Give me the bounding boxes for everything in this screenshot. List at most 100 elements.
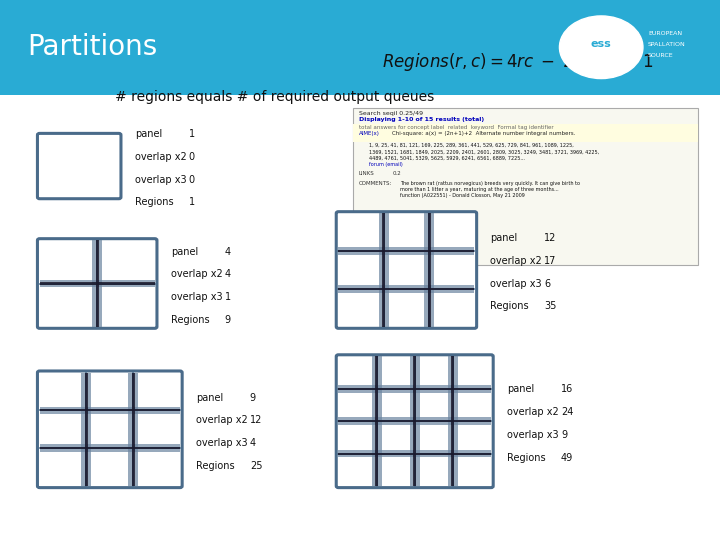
Text: 12: 12 xyxy=(250,415,262,426)
Text: overlap x2: overlap x2 xyxy=(490,256,542,266)
Text: 24: 24 xyxy=(561,407,573,417)
Text: SPALLATION: SPALLATION xyxy=(648,42,685,47)
Text: 4489, 4761, 5041, 5329, 5625, 5929, 6241, 6561, 6889, 7225...: 4489, 4761, 5041, 5329, 5625, 5929, 6241… xyxy=(369,156,524,160)
FancyBboxPatch shape xyxy=(37,133,121,199)
Text: 1: 1 xyxy=(189,197,195,207)
Text: 4: 4 xyxy=(225,269,231,280)
Bar xyxy=(96,240,99,327)
Text: 1, 9, 25, 41, 81, 121, 169, 225, 289, 361, 441, 529, 625, 729, 841, 961, 1089, 1: 1, 9, 25, 41, 81, 121, 169, 225, 289, 36… xyxy=(369,143,573,148)
Bar xyxy=(338,285,474,288)
Bar xyxy=(338,417,491,420)
Text: overlap x2: overlap x2 xyxy=(196,415,248,426)
Text: Chi-square: a(x) = (2n+1)+2  Alternate number integral numbers.: Chi-square: a(x) = (2n+1)+2 Alternate nu… xyxy=(392,131,576,136)
Bar xyxy=(40,282,155,285)
Text: 12: 12 xyxy=(544,233,557,244)
Text: 0: 0 xyxy=(189,175,195,185)
Text: overlap x3: overlap x3 xyxy=(135,175,186,185)
Text: overlap x3: overlap x3 xyxy=(196,438,248,448)
Bar xyxy=(338,390,491,393)
Text: LINKS: LINKS xyxy=(359,171,374,176)
Text: function (A022551) - Donald Closson, May 21 2009: function (A022551) - Donald Closson, May… xyxy=(400,193,524,198)
Text: Regions: Regions xyxy=(171,315,210,325)
Text: overlap x3: overlap x3 xyxy=(490,279,542,289)
Text: 9: 9 xyxy=(561,430,567,440)
Text: 9: 9 xyxy=(225,315,231,325)
Text: 25: 25 xyxy=(250,461,262,471)
Bar xyxy=(428,213,431,327)
Bar xyxy=(338,247,474,250)
Text: 4: 4 xyxy=(250,438,256,448)
FancyBboxPatch shape xyxy=(336,212,477,328)
Text: overlap x3: overlap x3 xyxy=(171,292,222,302)
Bar xyxy=(85,373,88,486)
Bar xyxy=(454,356,458,486)
Text: The brown rat (rattus norvegicus) breeds very quickly. It can give birth to: The brown rat (rattus norvegicus) breeds… xyxy=(400,181,580,186)
Text: Partitions: Partitions xyxy=(27,33,158,61)
Text: 0: 0 xyxy=(189,152,195,162)
Bar xyxy=(40,409,180,411)
Bar xyxy=(378,356,382,486)
Bar xyxy=(338,290,474,293)
Bar xyxy=(135,373,138,486)
Text: COMMENTS:: COMMENTS: xyxy=(359,181,392,186)
Text: 1: 1 xyxy=(189,130,195,139)
Text: Regions: Regions xyxy=(135,197,174,207)
Text: Search seqil 0.25/49: Search seqil 0.25/49 xyxy=(359,111,423,116)
Text: 1369, 1521, 1681, 1849, 2025, 2209, 2401, 2601, 2809, 3025, 3249, 3481, 3721, 39: 1369, 1521, 1681, 1849, 2025, 2209, 2401… xyxy=(369,150,599,154)
Text: 6: 6 xyxy=(544,279,551,289)
Text: panel: panel xyxy=(490,233,518,244)
Bar xyxy=(353,108,698,265)
FancyBboxPatch shape xyxy=(336,355,493,488)
Bar xyxy=(410,356,413,486)
Bar xyxy=(338,420,491,422)
Circle shape xyxy=(559,16,643,78)
Bar xyxy=(88,373,91,486)
Bar xyxy=(385,213,389,327)
Bar xyxy=(338,250,474,252)
Text: SOURCE: SOURCE xyxy=(648,53,674,58)
Text: 0.2: 0.2 xyxy=(392,171,401,176)
Bar xyxy=(379,213,382,327)
Text: 4: 4 xyxy=(225,247,231,257)
Bar xyxy=(338,453,491,455)
Text: # regions equals # of required output queues: # regions equals # of required output qu… xyxy=(115,90,434,104)
Bar xyxy=(40,285,155,287)
Bar xyxy=(338,455,491,457)
Text: panel: panel xyxy=(171,247,198,257)
Text: 17: 17 xyxy=(544,256,557,266)
Bar xyxy=(448,356,451,486)
Bar xyxy=(338,422,491,425)
Text: ess: ess xyxy=(591,39,611,49)
Bar xyxy=(81,373,85,486)
Text: 9: 9 xyxy=(250,393,256,403)
Text: overlap x3: overlap x3 xyxy=(507,430,559,440)
Bar xyxy=(40,449,180,452)
Bar xyxy=(338,252,474,255)
Bar xyxy=(40,280,155,282)
Text: forum (email): forum (email) xyxy=(369,162,402,167)
Text: 35: 35 xyxy=(544,301,557,312)
Text: panel: panel xyxy=(135,130,162,139)
Text: Regions: Regions xyxy=(507,453,546,463)
Bar xyxy=(451,356,454,486)
Text: Regions: Regions xyxy=(490,301,529,312)
Text: $Regions(r,c) = 4rc\;-\;2(r+c)+1$: $Regions(r,c) = 4rc\;-\;2(r+c)+1$ xyxy=(382,51,653,73)
Text: EUROPEAN: EUROPEAN xyxy=(648,31,682,36)
Bar xyxy=(128,373,132,486)
Bar xyxy=(99,240,102,327)
Bar xyxy=(372,356,375,486)
Bar xyxy=(413,356,416,486)
Bar xyxy=(338,288,474,290)
Text: panel: panel xyxy=(196,393,223,403)
Bar xyxy=(338,388,491,390)
Text: 16: 16 xyxy=(561,384,573,395)
Text: 49: 49 xyxy=(561,453,573,463)
Bar xyxy=(338,385,491,388)
Bar xyxy=(40,411,180,414)
Bar xyxy=(40,444,180,447)
Bar xyxy=(92,240,96,327)
Bar xyxy=(424,213,428,327)
FancyBboxPatch shape xyxy=(37,239,157,328)
Bar xyxy=(375,356,378,486)
Text: Regions: Regions xyxy=(196,461,235,471)
